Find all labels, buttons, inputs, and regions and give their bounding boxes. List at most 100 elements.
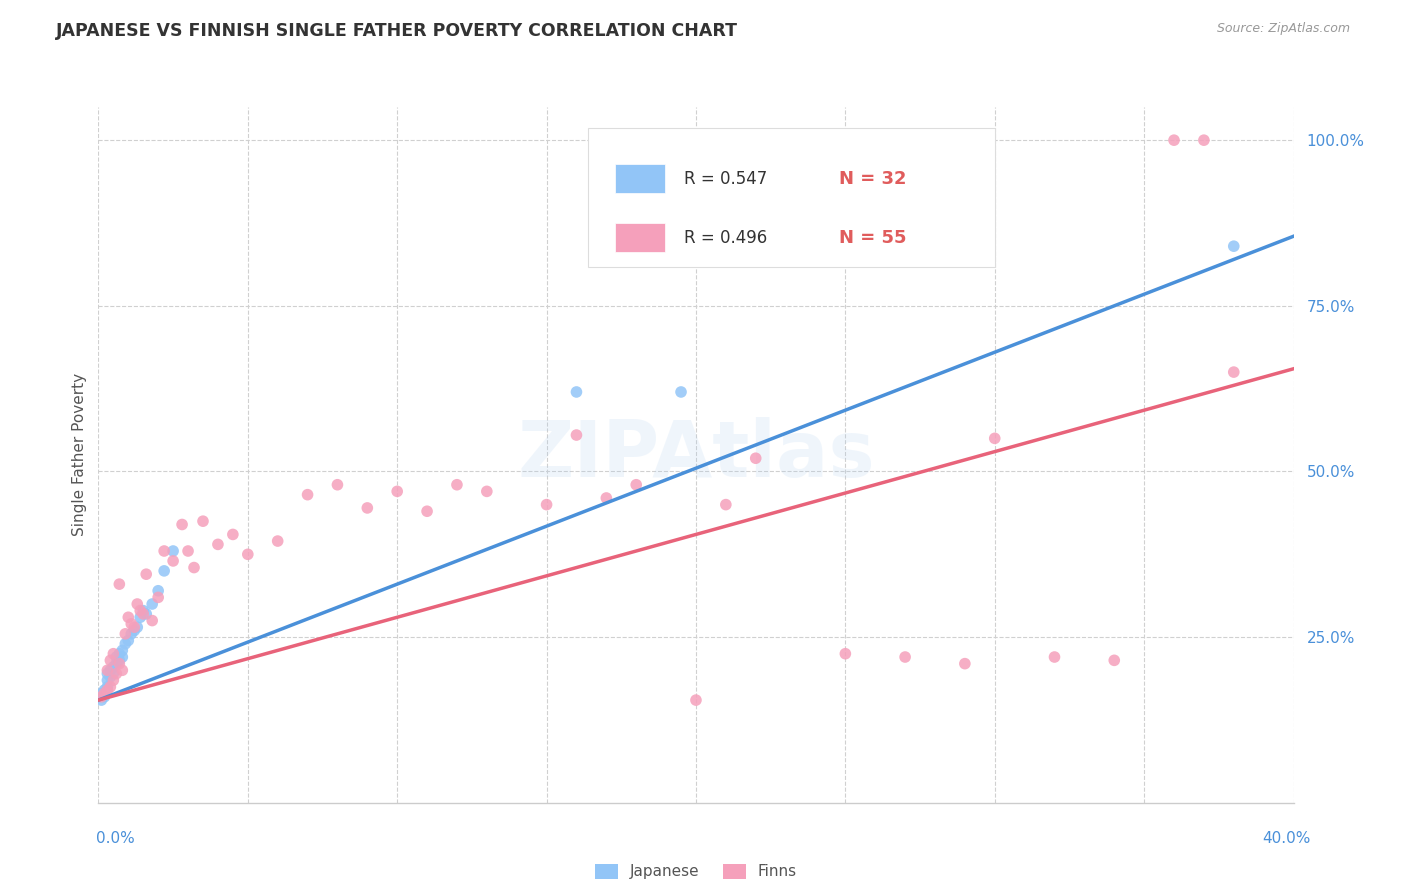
- Text: JAPANESE VS FINNISH SINGLE FATHER POVERTY CORRELATION CHART: JAPANESE VS FINNISH SINGLE FATHER POVERT…: [56, 22, 738, 40]
- Point: [127, 620, 149, 634]
- Point: [108, 657, 131, 671]
- Point: [108, 653, 131, 667]
- Text: Source: ZipAtlas.com: Source: ZipAtlas.com: [1216, 22, 1350, 36]
- Point: [98, 663, 122, 677]
- Point: [685, 693, 707, 707]
- Point: [1104, 653, 1126, 667]
- Point: [222, 527, 245, 541]
- Point: [114, 627, 136, 641]
- Point: [745, 451, 768, 466]
- Point: [565, 384, 588, 399]
- Point: [93, 690, 115, 704]
- Point: [141, 597, 163, 611]
- Point: [153, 564, 176, 578]
- Point: [111, 643, 134, 657]
- Point: [207, 537, 229, 551]
- Point: [132, 607, 155, 621]
- Point: [191, 514, 214, 528]
- Point: [108, 577, 131, 591]
- Point: [135, 607, 157, 621]
- Text: N = 55: N = 55: [839, 228, 907, 246]
- Y-axis label: Single Father Poverty: Single Father Poverty: [72, 374, 87, 536]
- Point: [129, 604, 152, 618]
- Point: [124, 620, 146, 634]
- Point: [624, 477, 647, 491]
- Point: [90, 686, 112, 700]
- Point: [148, 591, 170, 605]
- Text: 0.0%: 0.0%: [96, 831, 135, 846]
- Point: [120, 627, 142, 641]
- Point: [96, 663, 118, 677]
- Point: [669, 384, 692, 399]
- Point: [103, 647, 125, 661]
- Point: [105, 666, 128, 681]
- Point: [108, 647, 131, 661]
- Point: [953, 657, 976, 671]
- Point: [446, 477, 468, 491]
- Point: [111, 663, 134, 677]
- Point: [114, 637, 136, 651]
- Point: [162, 554, 184, 568]
- Point: [135, 567, 157, 582]
- Point: [1223, 239, 1246, 253]
- Point: [96, 673, 118, 688]
- Point: [595, 491, 617, 505]
- Point: [96, 680, 118, 694]
- Point: [267, 534, 290, 549]
- Point: [475, 484, 498, 499]
- Point: [117, 610, 139, 624]
- FancyBboxPatch shape: [614, 164, 665, 194]
- Point: [162, 544, 184, 558]
- Point: [103, 673, 125, 688]
- Point: [93, 683, 115, 698]
- Point: [105, 657, 128, 671]
- FancyBboxPatch shape: [614, 223, 665, 252]
- Point: [1223, 365, 1246, 379]
- Point: [1163, 133, 1185, 147]
- Point: [172, 517, 194, 532]
- Point: [117, 633, 139, 648]
- Point: [326, 477, 349, 491]
- Point: [834, 647, 856, 661]
- Point: [141, 614, 163, 628]
- Point: [1192, 133, 1215, 147]
- Legend: Japanese, Finns: Japanese, Finns: [589, 857, 803, 886]
- Point: [153, 544, 176, 558]
- Point: [90, 690, 112, 704]
- FancyBboxPatch shape: [588, 128, 994, 267]
- Point: [416, 504, 439, 518]
- Point: [103, 666, 125, 681]
- Point: [129, 610, 152, 624]
- Point: [714, 498, 737, 512]
- Point: [98, 653, 122, 667]
- Point: [96, 666, 118, 681]
- Point: [111, 650, 134, 665]
- Point: [98, 670, 122, 684]
- Point: [385, 484, 409, 499]
- Text: 40.0%: 40.0%: [1263, 831, 1310, 846]
- Point: [1043, 650, 1066, 665]
- Point: [236, 547, 259, 561]
- Point: [124, 624, 146, 638]
- Point: [177, 544, 200, 558]
- Point: [96, 683, 118, 698]
- Point: [983, 431, 1005, 445]
- Text: N = 32: N = 32: [839, 169, 907, 187]
- Text: ZIPAtlas: ZIPAtlas: [517, 417, 875, 493]
- Point: [103, 660, 125, 674]
- Point: [132, 604, 155, 618]
- Point: [148, 583, 170, 598]
- Text: R = 0.547: R = 0.547: [685, 169, 768, 187]
- Point: [98, 680, 122, 694]
- Point: [536, 498, 558, 512]
- Text: R = 0.496: R = 0.496: [685, 228, 768, 246]
- Point: [120, 616, 142, 631]
- Point: [105, 650, 128, 665]
- Point: [297, 488, 319, 502]
- Point: [894, 650, 917, 665]
- Point: [565, 428, 588, 442]
- Point: [127, 597, 149, 611]
- Point: [183, 560, 205, 574]
- Point: [90, 693, 112, 707]
- Point: [93, 686, 115, 700]
